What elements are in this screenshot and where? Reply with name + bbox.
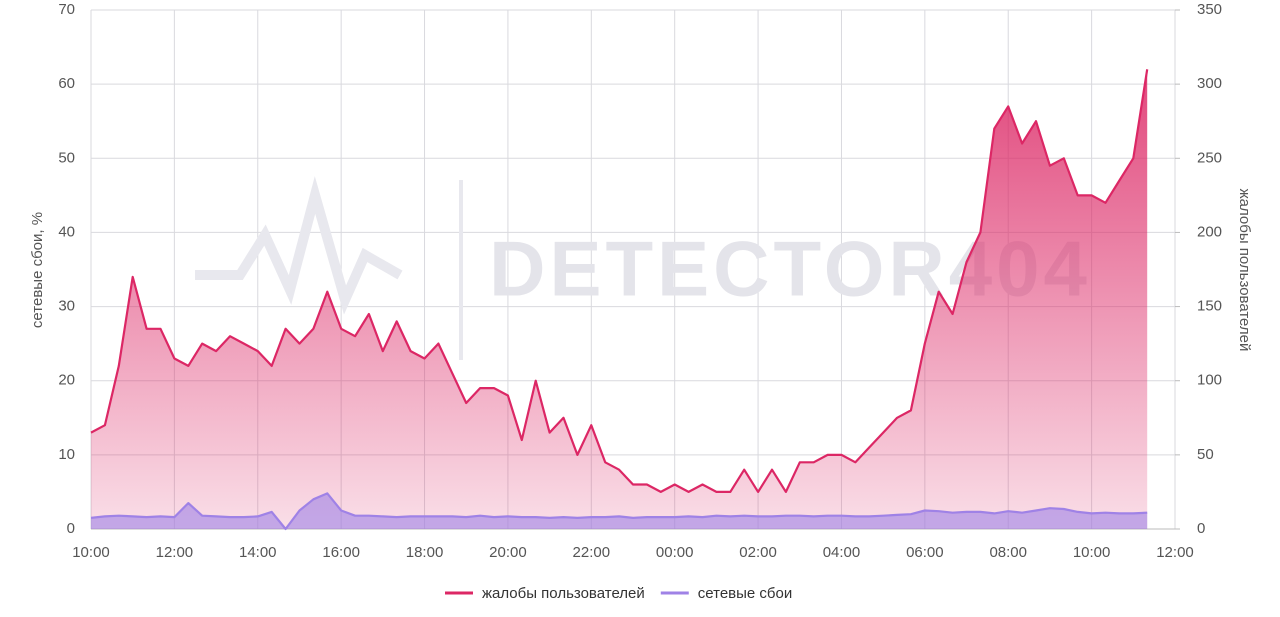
x-tick-label: 18:00 (406, 544, 444, 561)
x-tick-label: 06:00 (906, 544, 944, 561)
x-tick-label: 10:00 (72, 544, 110, 561)
line (90, 492, 1148, 531)
legend-label[interactable]: жалобы пользователей (482, 585, 645, 602)
area (91, 69, 1148, 530)
x-tick-label: 14:00 (239, 544, 277, 561)
y-tick-label: 0 (67, 520, 75, 537)
y2-axis-title: жалобы пользователей (1236, 189, 1253, 352)
area (91, 493, 1148, 529)
y2-tick-label: 0 (1197, 520, 1205, 537)
x-tick-label: 12:00 (156, 544, 194, 561)
y-tick-label: 40 (58, 223, 75, 240)
y2-tick-label: 350 (1197, 1, 1222, 18)
y2-tick-label: 150 (1197, 298, 1222, 315)
y2-tick-label: 200 (1197, 223, 1222, 240)
y2-tick-label: 50 (1197, 446, 1214, 463)
y-tick-label: 60 (58, 75, 75, 92)
y-tick-label: 10 (58, 446, 75, 463)
y-tick-label: 30 (58, 298, 75, 315)
x-tick-label: 08:00 (989, 544, 1027, 561)
watermark-logo (195, 176, 403, 315)
legend-label[interactable]: сетевые сбои (698, 585, 792, 602)
y-tick-label: 70 (58, 1, 75, 18)
y-tick-label: 20 (58, 372, 75, 389)
x-tick-label: 12:00 (1156, 544, 1194, 561)
x-tick-label: 00:00 (656, 544, 694, 561)
y2-tick-label: 100 (1197, 372, 1222, 389)
y-axis-title: сетевые сбои, % (29, 212, 46, 328)
x-tick-label: 02:00 (739, 544, 777, 561)
x-tick-label: 04:00 (823, 544, 861, 561)
y2-tick-label: 250 (1197, 149, 1222, 166)
y2-tick-label: 300 (1197, 75, 1222, 92)
x-tick-label: 20:00 (489, 544, 527, 561)
x-tick-label: 16:00 (322, 544, 360, 561)
x-tick-label: 22:00 (573, 544, 611, 561)
y-tick-label: 50 (58, 149, 75, 166)
x-tick-label: 10:00 (1073, 544, 1111, 561)
line (90, 69, 1149, 493)
